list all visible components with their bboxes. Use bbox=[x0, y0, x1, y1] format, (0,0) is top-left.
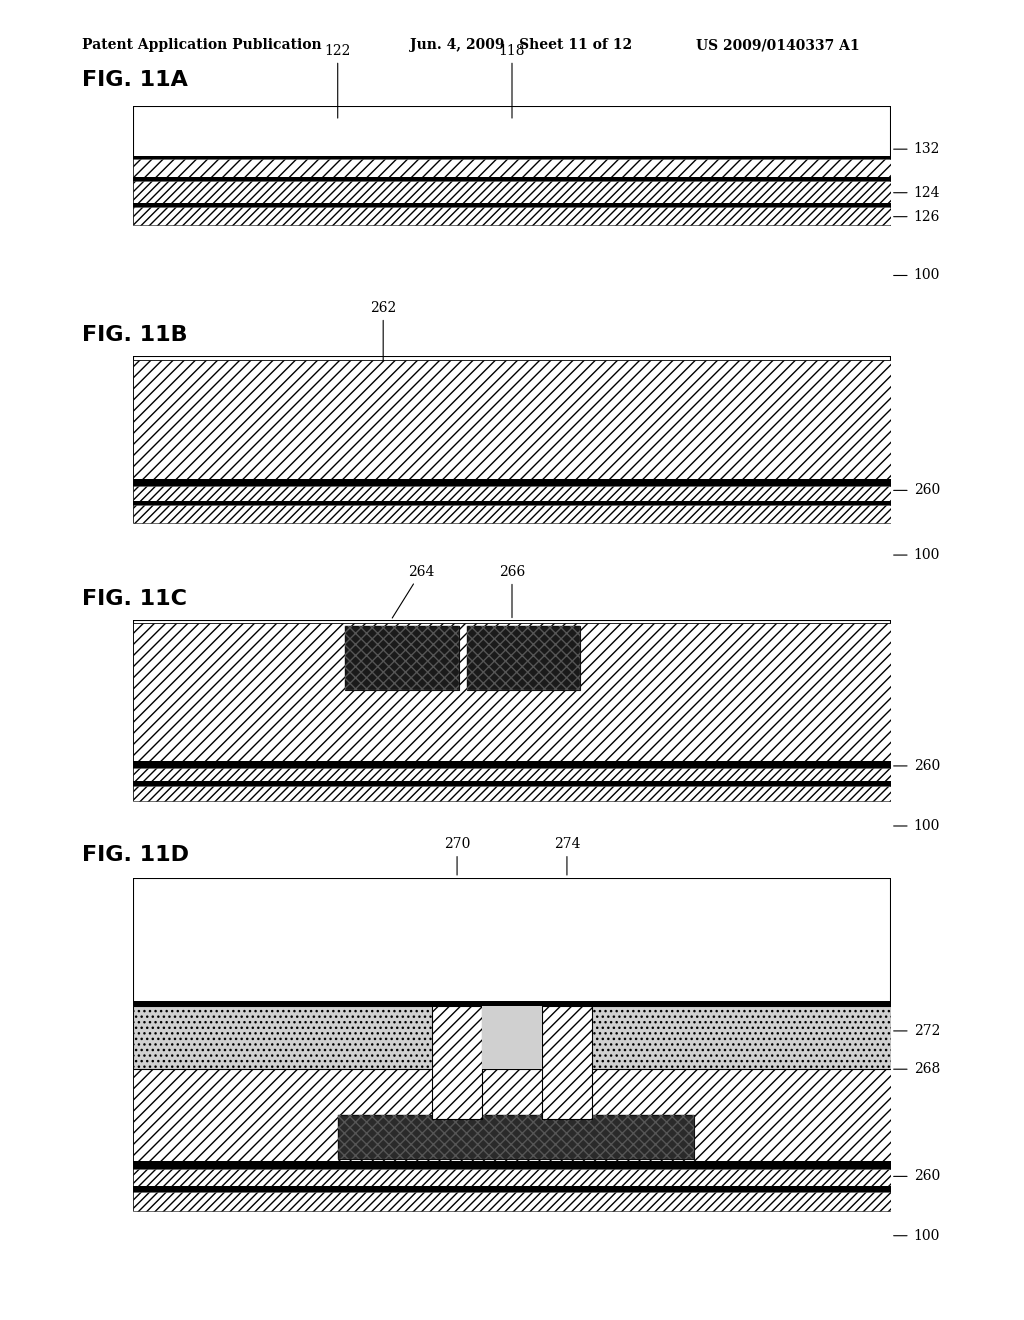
Bar bbox=[133, 506, 891, 523]
Bar bbox=[133, 207, 891, 226]
Bar bbox=[432, 1006, 481, 1119]
Bar bbox=[133, 203, 891, 207]
Text: 124: 124 bbox=[913, 186, 940, 199]
Text: 260: 260 bbox=[913, 483, 940, 498]
Text: 100: 100 bbox=[913, 818, 940, 833]
Text: 132: 132 bbox=[913, 143, 940, 156]
Bar bbox=[338, 1115, 694, 1159]
Text: 122: 122 bbox=[325, 44, 351, 117]
Text: 126: 126 bbox=[913, 210, 940, 223]
Text: 100: 100 bbox=[913, 1229, 940, 1242]
Text: 260: 260 bbox=[913, 759, 940, 774]
Bar bbox=[133, 502, 891, 506]
Bar bbox=[133, 1006, 891, 1069]
Bar bbox=[133, 767, 891, 781]
Bar bbox=[133, 1185, 891, 1192]
Text: FIG. 11D: FIG. 11D bbox=[82, 845, 188, 865]
Text: FIG. 11B: FIG. 11B bbox=[82, 325, 187, 345]
Text: Patent Application Publication: Patent Application Publication bbox=[82, 38, 322, 53]
Bar bbox=[133, 1002, 891, 1006]
Text: FIG. 11A: FIG. 11A bbox=[82, 70, 187, 90]
Bar bbox=[133, 623, 891, 760]
Text: 270: 270 bbox=[443, 837, 470, 875]
Bar bbox=[133, 158, 891, 177]
Bar bbox=[338, 1115, 694, 1159]
Bar bbox=[133, 479, 891, 486]
Bar bbox=[345, 626, 459, 689]
Bar bbox=[467, 626, 581, 689]
Bar bbox=[133, 156, 891, 158]
Text: 274: 274 bbox=[554, 837, 581, 875]
Text: 268: 268 bbox=[913, 1063, 940, 1076]
Text: FIG. 11C: FIG. 11C bbox=[82, 589, 187, 609]
Bar bbox=[133, 760, 891, 767]
Text: 266: 266 bbox=[499, 565, 525, 618]
Bar bbox=[133, 1210, 891, 1261]
Text: 118: 118 bbox=[499, 44, 525, 117]
Bar bbox=[133, 523, 891, 587]
Bar bbox=[543, 1006, 592, 1119]
Text: 100: 100 bbox=[913, 268, 940, 282]
Text: US 2009/0140337 A1: US 2009/0140337 A1 bbox=[696, 38, 860, 53]
Bar bbox=[467, 626, 581, 689]
Text: 264: 264 bbox=[392, 565, 434, 618]
Bar bbox=[345, 626, 459, 689]
Text: 260: 260 bbox=[913, 1170, 940, 1184]
Bar bbox=[133, 1162, 891, 1168]
Bar bbox=[133, 177, 891, 181]
Bar bbox=[133, 781, 891, 785]
Text: 100: 100 bbox=[913, 548, 940, 562]
Text: 262: 262 bbox=[370, 301, 396, 360]
Bar bbox=[133, 800, 891, 851]
Bar bbox=[133, 785, 891, 800]
Text: 272: 272 bbox=[913, 1024, 940, 1038]
Bar bbox=[133, 181, 891, 203]
Bar bbox=[432, 1006, 481, 1119]
Bar bbox=[133, 360, 891, 479]
Bar bbox=[133, 1192, 891, 1210]
Bar bbox=[133, 226, 891, 323]
Bar bbox=[481, 1006, 543, 1069]
Bar bbox=[133, 1069, 891, 1162]
Bar bbox=[543, 1006, 592, 1119]
Bar bbox=[133, 1168, 891, 1185]
Bar bbox=[133, 486, 891, 502]
Text: Jun. 4, 2009   Sheet 11 of 12: Jun. 4, 2009 Sheet 11 of 12 bbox=[410, 38, 632, 53]
